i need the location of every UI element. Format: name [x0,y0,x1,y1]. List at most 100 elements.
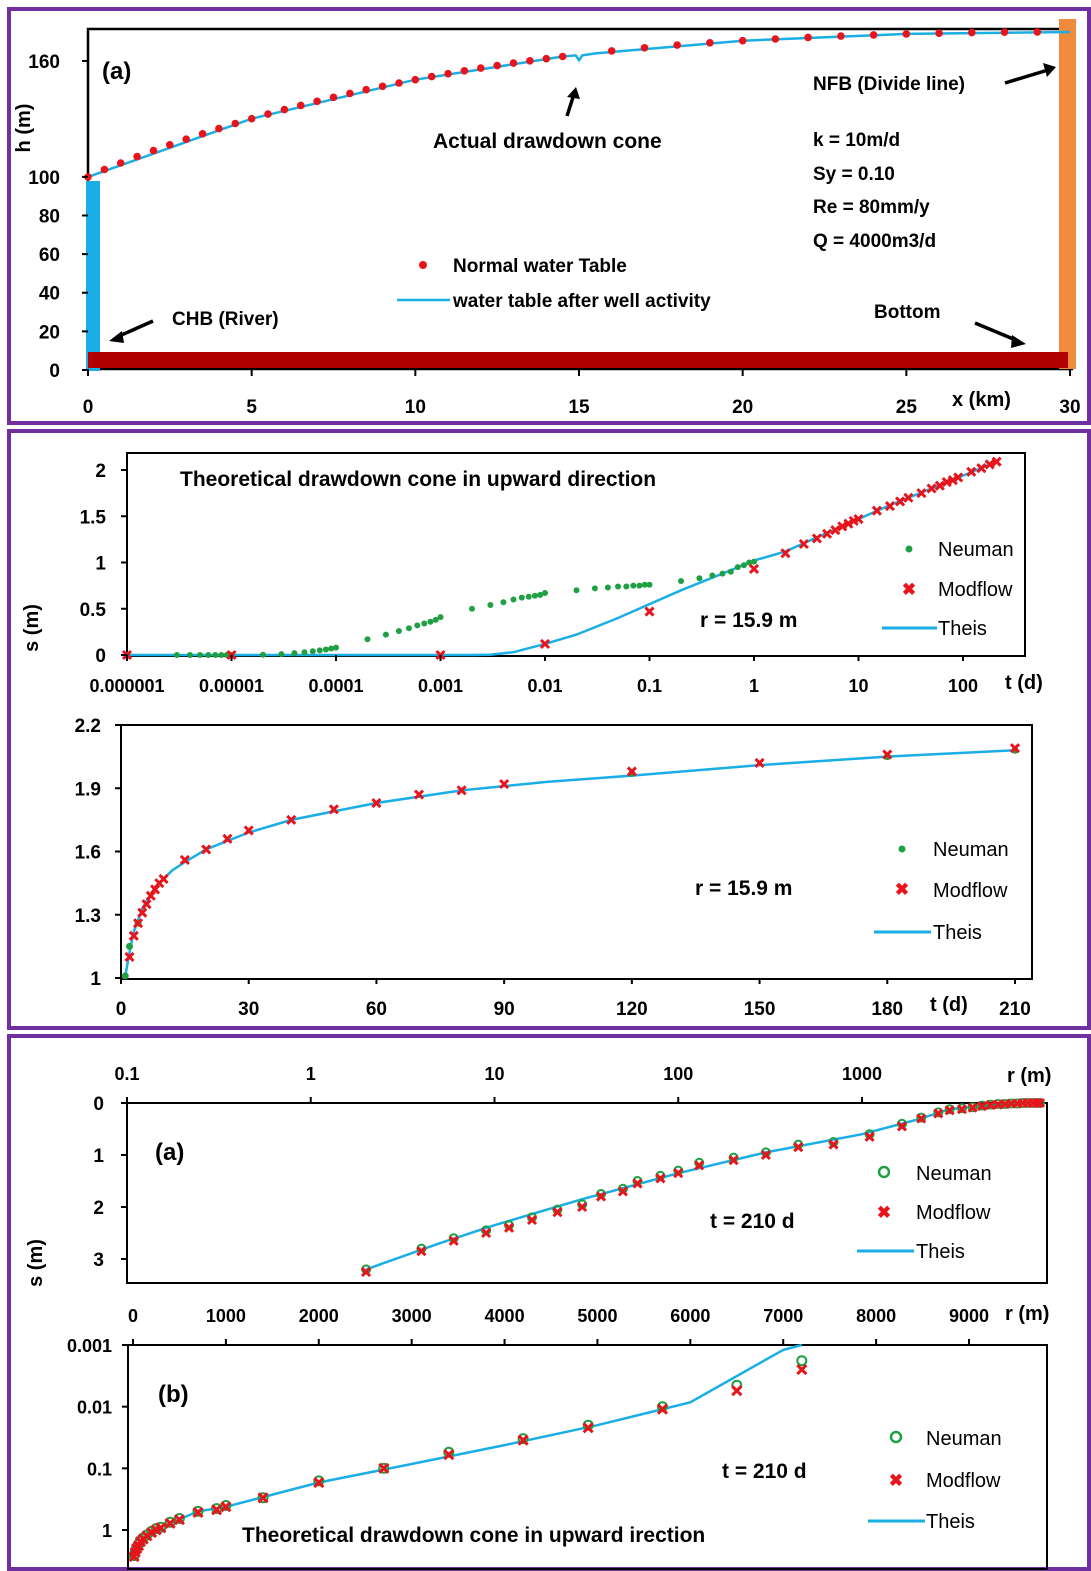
mid2-x-tick-label: 120 [616,999,648,1020]
bottom-annotation: Bottom [874,302,940,323]
chb-annotation: CHB (River) [172,309,279,330]
mid2-modflow-point [201,844,212,855]
mid1-modflow-point [903,492,914,503]
bot2-x-tick-label: 9000 [949,1306,989,1326]
bot1-modflow-point [1034,1097,1046,1109]
aquifer-bottom-bar [88,352,1068,368]
bot2-legend-neuman-marker [889,1430,903,1444]
mid2-legend-modflow-label: Modflow [933,880,1008,902]
mid1-neuman-point [316,647,323,654]
mid1-neuman-point [746,559,753,566]
bot1-ticks-group: 0 1 2 3 0.1 1 10 100 1000 [93,1064,882,1271]
mid1-x-tick-label: 100 [948,676,978,696]
top-x-tick-label: 20 [732,397,753,418]
mid2-modflow-point [243,825,254,836]
bot1-x-tick-label: 100 [663,1064,693,1084]
bot2-chart: 0.001 0.01 0.1 1 0 1000 2000 3000 4000 5000 6000 70… [67,1303,1049,1570]
mid1-neuman-point [719,570,726,577]
param-q: Q = 4000m3/d [813,231,936,252]
bot1-plot-border [126,1102,1048,1284]
mid1-neuman-point [709,572,716,579]
normal-water-table-point [133,152,141,161]
normal-water-table-point [411,75,420,84]
bot2-legend-modflow-marker: ✖ [889,1471,903,1490]
top-y-tick-label: 0 [49,361,60,382]
mid1-neuman-point [740,562,747,569]
bottom-arrow-head [1011,335,1026,348]
mid1-neuman-point [542,590,548,596]
bot1-modflow-point [793,1142,804,1153]
mid2-modflow-point [413,789,425,800]
bot2-neuman-point [517,1433,529,1445]
bot1-x-tick-label: 1 [306,1064,316,1084]
mid1-neuman-point [696,575,703,582]
bot1-y-tick-label: 1 [93,1146,104,1167]
top-x-tick-label: 10 [405,397,426,418]
normal-water-table-point [902,30,911,38]
mid1-modflow-point [884,501,896,512]
bot2-x-tick-label: 0 [128,1306,138,1326]
mid2-modflow-point [141,899,152,910]
bot1-modflow-point [956,1104,968,1115]
normal-water-table-point [346,89,354,98]
mid2-series-group [121,743,1021,980]
mid2-modflow-point [371,797,382,809]
bot1-chart: 0 1 2 3 0.1 1 10 100 1000 (a) s (m) r (m) t = 21… [25,1064,1051,1287]
mid1-neuman-point [278,651,285,658]
bot2-modflow-point [155,1522,167,1534]
top-x-tick-label: 25 [896,397,918,418]
bot2-neuman-point [313,1475,325,1487]
normal-water-table-point [297,101,305,110]
mid1-legend-modflow-marker: ✖ [902,580,916,599]
mid1-neuman-point [421,620,428,627]
mid2-x-tick-label: 60 [366,999,387,1020]
mid1-neuman-point [173,652,180,658]
bot1-modflow-point [864,1131,875,1142]
mid1-neuman-point [218,652,225,658]
normal-water-table-point [149,146,158,155]
normal-water-table-point [935,29,943,37]
bot1-y-axis-label: s (m) [25,1239,47,1287]
normal-water-table-point [395,79,403,87]
mid2-y-tick-label: 1.3 [75,906,101,927]
mid2-neuman-point [121,972,129,980]
bot1-modflow-point [481,1227,492,1239]
mid1-neuman-point [641,581,648,588]
mid2-modflow-point [158,873,169,884]
bot1-legend-neuman-label: Neuman [916,1163,992,1185]
chb-arrow [116,319,154,339]
bot1-modflow-point [1032,1097,1043,1109]
mid1-neuman-point [604,584,611,591]
normal-water-table-point [198,130,207,138]
mid2-x-tick-label: 30 [238,999,259,1020]
bot2-modflow-point [220,1501,232,1513]
mid1-neuman-point [510,596,517,603]
normal-water-table-point [542,54,551,63]
top-x-tick-label: 0 [83,397,94,418]
mid1-x-tick-label: 0.1 [637,676,662,696]
bot2-plot-border [127,1344,1048,1570]
bot1-modflow-point [632,1178,643,1189]
normal-water-table-point [738,36,747,45]
bottom-arrow [974,321,1019,343]
mid1-neuman-point [333,644,339,651]
bot1-modflow-point [760,1149,771,1161]
mid2-modflow-point [124,951,135,962]
bot1-modflow-point [526,1214,538,1226]
bot1-modflow-point [933,1108,944,1119]
bot1-modflow-point [361,1266,372,1278]
mid1-neuman-point [212,652,219,658]
mid2-legend-neuman-marker [898,845,906,853]
top-ticks-group: 0 20 40 60 80 100 160 0 5 10 15 20 25 30 [28,52,1080,418]
normal-water-table-point [968,28,976,37]
normal-water-table-point [460,67,469,75]
mid1-neuman-point [615,583,621,590]
mid2-x-tick-label: 0 [116,999,127,1020]
mid1-modflow-point [947,475,958,486]
mid1-y-tick-label: 0.5 [80,600,107,621]
bot1-x-tick-label: 0.1 [114,1064,139,1084]
legend-normal-label: Normal water Table [453,256,627,277]
normal-water-table-point [231,119,240,128]
bot1-modflow-point [655,1173,666,1184]
bot1-neuman-point [933,1107,944,1118]
